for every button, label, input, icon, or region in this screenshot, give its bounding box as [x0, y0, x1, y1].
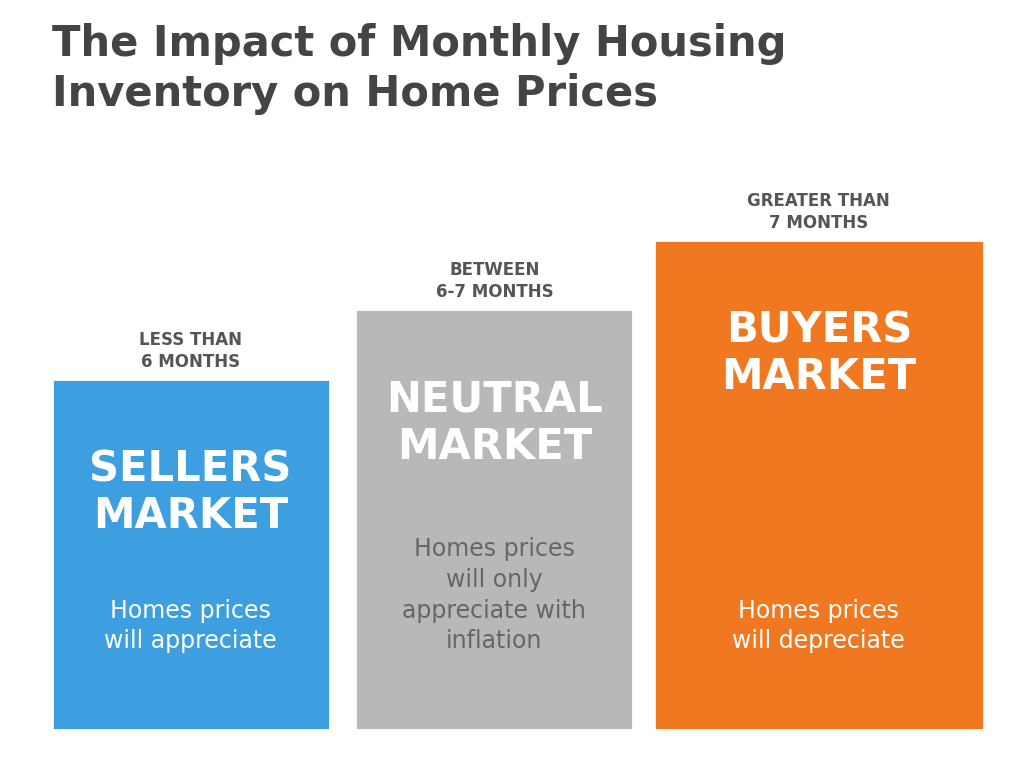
FancyBboxPatch shape [654, 240, 984, 730]
Text: GREATER THAN
7 MONTHS: GREATER THAN 7 MONTHS [748, 192, 890, 232]
Text: SELLERS
MARKET: SELLERS MARKET [90, 448, 291, 537]
Text: The Impact of Monthly Housing
Inventory on Home Prices: The Impact of Monthly Housing Inventory … [52, 23, 786, 115]
Text: NEUTRAL
MARKET: NEUTRAL MARKET [386, 379, 603, 468]
Text: Homes prices
will only
appreciate with
inflation: Homes prices will only appreciate with i… [403, 537, 586, 653]
Text: Homes prices
will appreciate: Homes prices will appreciate [104, 598, 277, 653]
Text: BETWEEN
6-7 MONTHS: BETWEEN 6-7 MONTHS [436, 261, 553, 301]
FancyBboxPatch shape [52, 379, 330, 730]
Text: Homes prices
will depreciate: Homes prices will depreciate [732, 598, 905, 653]
FancyBboxPatch shape [355, 309, 633, 730]
Text: BUYERS
MARKET: BUYERS MARKET [721, 309, 917, 398]
Text: LESS THAN
6 MONTHS: LESS THAN 6 MONTHS [139, 331, 242, 371]
